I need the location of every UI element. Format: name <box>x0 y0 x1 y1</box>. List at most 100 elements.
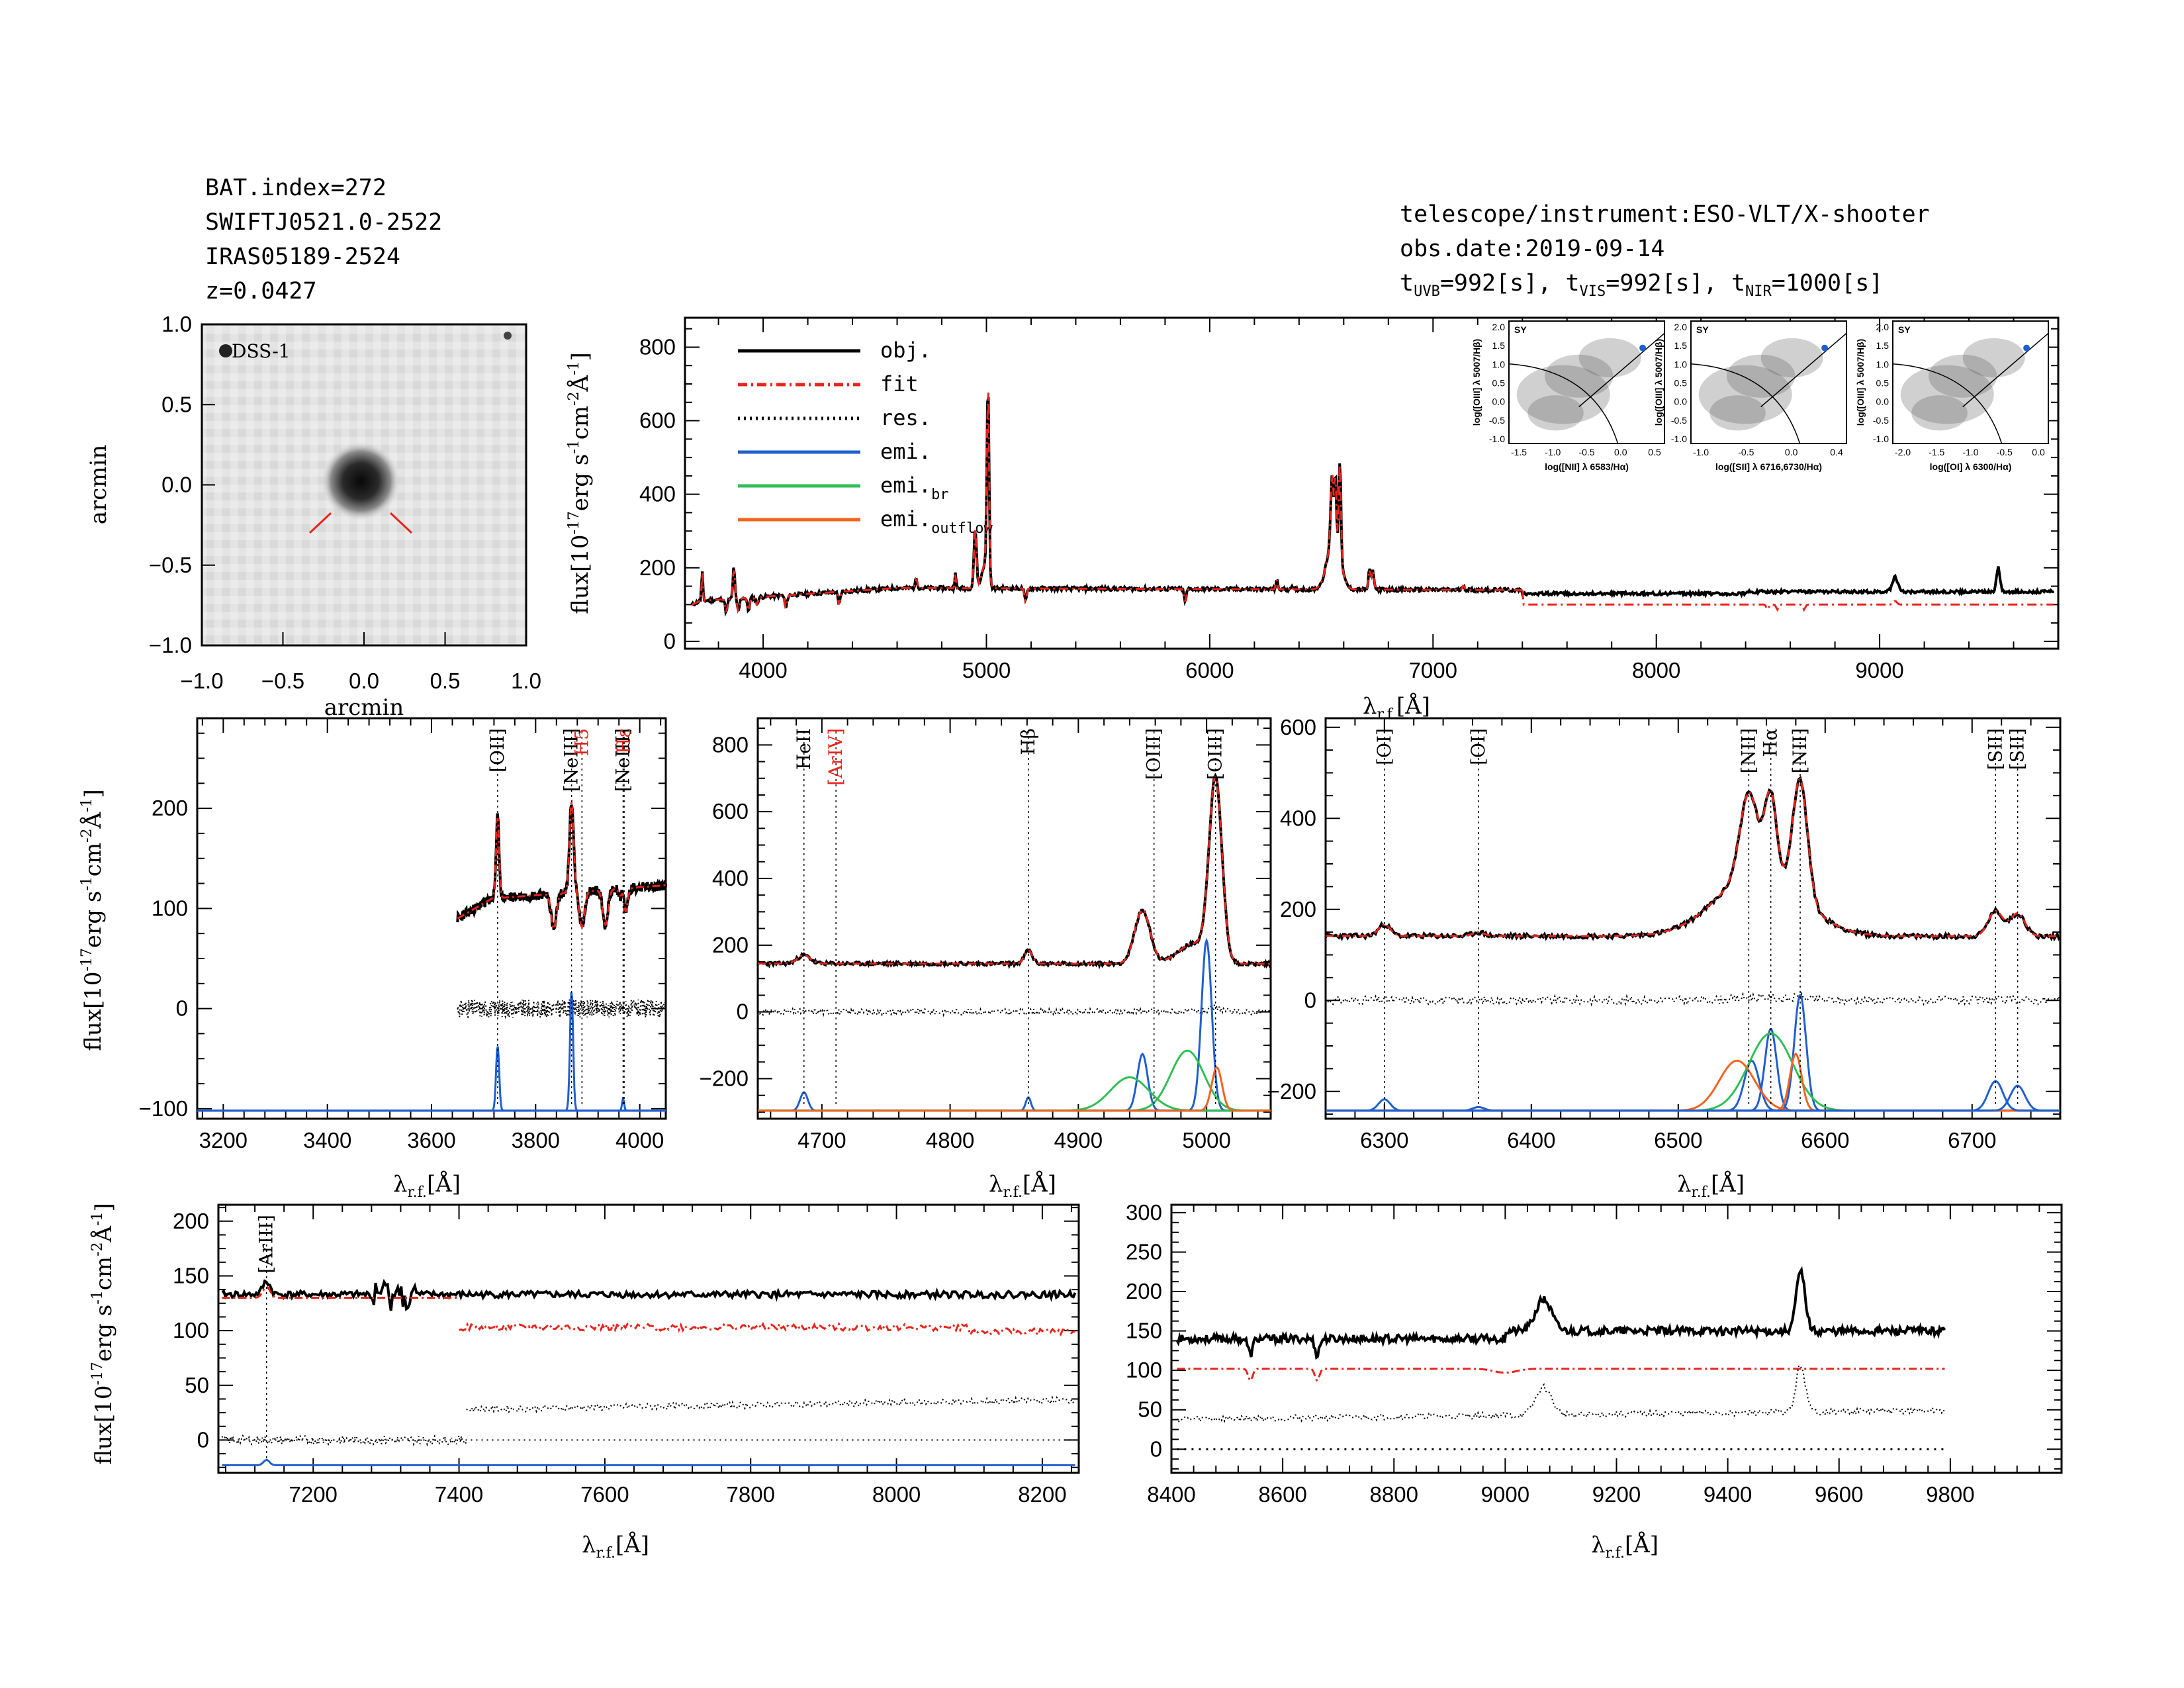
x-tick-label: 9000 <box>1855 658 1903 682</box>
full-ylabel: flux[10-17erg s-1cm-2Å-1] <box>566 352 594 614</box>
ha-panel-fit <box>1326 777 2060 937</box>
bpt-ytick: 0.5 <box>1492 378 1506 389</box>
y-tick-label: −200 <box>700 1066 749 1091</box>
ha-panel-obj <box>1324 775 2062 942</box>
x-tick-label: 8800 <box>1370 1482 1418 1507</box>
line-label: [ArIV] <box>825 728 846 786</box>
bpt-ytick: 1.0 <box>1492 359 1506 369</box>
field-star <box>504 332 512 340</box>
image-xlabel: arcmin <box>324 694 404 721</box>
x-tick-label: 7400 <box>435 1482 483 1507</box>
hb-xlabel: λr.f.[Å] <box>989 1170 1056 1201</box>
ha-panel-component <box>1326 1027 2060 1112</box>
bpt-ylabel: log([OIII] λ 5007/Hβ) <box>1855 339 1866 426</box>
oii-panel-obj <box>456 804 667 931</box>
bpt-ylabel: log([OIII] λ 5007/Hβ) <box>1471 339 1482 426</box>
bpt-diagram: SY log([OI] λ 6300/Hα) log([OIII] λ 5007/H… <box>1855 320 2049 472</box>
bpt-xtick: -1.0 <box>1693 447 1709 457</box>
nir2-panel: 8400 8600 8800 9000 9200 9400 9600 9800 0 50 100 15… <box>1126 1200 2063 1507</box>
y-tick-label: 150 <box>173 1263 209 1288</box>
x-tick-label: 6700 <box>1948 1128 1996 1152</box>
image-ylabel: arcmin <box>85 445 112 525</box>
bpt-division <box>1962 332 2049 408</box>
nir2-residual <box>1176 1364 1946 1424</box>
x-tick-label: 9800 <box>1926 1482 1974 1507</box>
exposure-times: tUVB=992[s], tVIS=992[s], tNIR=1000[s] <box>1400 270 1883 300</box>
x-tick-label: 8600 <box>1258 1482 1306 1507</box>
hb-panel-frame <box>756 717 1272 1120</box>
x-tick-label: 8000 <box>1632 658 1680 682</box>
y-tick-label: 200 <box>639 555 676 580</box>
bpt-density <box>1516 365 1610 424</box>
x-tick-label: 9000 <box>1481 1482 1529 1507</box>
ha-panel-component <box>1326 1059 2060 1112</box>
bpt-xlabel: log([NII] λ 6583/Hα) <box>1545 461 1629 472</box>
y-tick-label: 400 <box>712 866 749 890</box>
bpt-density <box>1709 395 1766 431</box>
ha-panel-component <box>1326 1052 2060 1112</box>
bpt-tag: SY <box>1696 324 1709 335</box>
y-tick-label: 250 <box>1126 1239 1162 1264</box>
fit-spectrum <box>691 393 1523 614</box>
oii-panel-fit <box>457 799 666 931</box>
image-ytick: −1.0 <box>149 633 192 657</box>
y-tick-label: 0 <box>1304 988 1316 1012</box>
y-tick-label: 600 <box>1280 715 1316 739</box>
hb-panel-fit <box>758 774 1271 965</box>
bpt-xtick: -2.0 <box>1895 447 1911 457</box>
bpt-density <box>1727 354 1796 398</box>
y-tick-label: 200 <box>1126 1279 1162 1303</box>
hb-panel-residual <box>757 1004 1271 1017</box>
bpt-xlabel: log([SII] λ 6716,6730/Hα) <box>1715 461 1822 472</box>
nir2-xlabel: λr.f.[Å] <box>1591 1531 1659 1562</box>
y-tick-label: 600 <box>712 799 749 823</box>
line-label: [OIII] <box>1143 728 1165 780</box>
line-label: [NII] <box>1737 728 1759 773</box>
image-ytick: 1.0 <box>161 312 192 336</box>
bpt-ytick: 0.0 <box>1674 397 1688 407</box>
nir1-emi <box>222 1458 1075 1466</box>
y-tick-label: 100 <box>152 896 188 920</box>
y-tick-label: 100 <box>1126 1358 1162 1382</box>
y-tick-label: 0 <box>176 996 188 1021</box>
y-tick-label: 300 <box>1126 1200 1162 1225</box>
image-ytick: −0.5 <box>149 553 192 577</box>
legend-label: res. <box>880 405 931 430</box>
bpt-density <box>1527 395 1584 431</box>
x-tick-label: 4000 <box>739 658 787 682</box>
y-tick-label: 200 <box>1280 897 1316 921</box>
nir1-panel: 7200 7400 7600 7800 8000 8200 0 50 100 150 200 [ArI… <box>173 1203 1080 1507</box>
line-label: [NII] <box>1789 728 1811 773</box>
bpt-diagram: SY log([NII] λ 6583/Hα) log([OIII] λ 5007/… <box>1471 320 1665 472</box>
nir1-fit <box>222 1286 459 1299</box>
swift-id: SWIFTJ0521.0-2522 <box>205 209 442 236</box>
x-tick-label: 3400 <box>303 1128 351 1152</box>
x-tick-label: 9400 <box>1704 1482 1752 1507</box>
ha-panel-component <box>1326 1084 2060 1112</box>
y-tick-label: 0 <box>664 629 676 653</box>
bpt-ytick: -1.0 <box>1489 434 1505 444</box>
oii-panel-component <box>197 992 666 1112</box>
x-tick-label: 3600 <box>407 1128 455 1152</box>
x-tick-label: 6300 <box>1360 1128 1408 1152</box>
field-star <box>219 344 232 357</box>
ha-xlabel: λr.f.[Å] <box>1677 1170 1745 1201</box>
x-tick-label: 4900 <box>1054 1128 1103 1152</box>
line-label: [OI] <box>1467 728 1489 765</box>
bpt-ytick: 0.0 <box>1876 397 1889 407</box>
bpt-xtick: -1.0 <box>1962 447 1978 457</box>
line-label: [OIII] <box>1205 728 1226 780</box>
nir1-residual <box>221 1433 467 1447</box>
x-tick-label: 3200 <box>199 1128 248 1152</box>
bpt-ytick: 0.0 <box>1492 397 1506 407</box>
line-label: Hα <box>1760 728 1782 757</box>
bpt-density <box>1962 338 2025 378</box>
obj-spectrum <box>690 397 2055 617</box>
bpt-ytick: 1.5 <box>1876 340 1889 351</box>
y-tick-label: 200 <box>712 933 749 957</box>
nir1-panel-frame <box>217 1203 1080 1474</box>
x-tick-label: 6000 <box>1185 658 1234 682</box>
nir1-ylabel: flux[10-17erg s-1cm-2Å-1] <box>89 1203 117 1465</box>
y-tick-label: −100 <box>139 1096 188 1121</box>
